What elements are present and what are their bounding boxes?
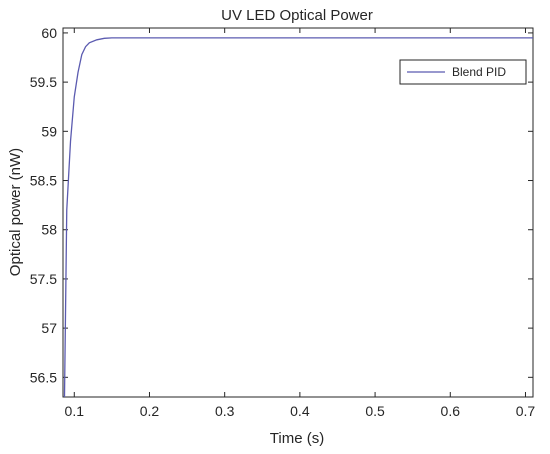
y-tick-label: 58	[41, 222, 57, 238]
x-tick-label: 0.3	[215, 403, 235, 419]
x-axis-label: Time (s)	[270, 430, 324, 447]
x-tick-label: 0.6	[441, 403, 461, 419]
series-layer	[63, 37, 533, 398]
x-tick-label: 0.2	[140, 403, 160, 419]
y-axis: 56.5 57 57.5 58 58.5 59 59.5 60	[30, 25, 533, 385]
plot-area	[62, 27, 534, 398]
y-tick-label: 58.5	[30, 173, 57, 189]
x-tick-label: 0.7	[516, 403, 536, 419]
y-tick-label: 59.5	[30, 74, 57, 90]
y-tick-label: 60	[41, 25, 57, 41]
legend-label-blend-pid: Blend PID	[452, 65, 506, 79]
chart-title: UV LED Optical Power	[221, 7, 373, 24]
x-tick-label: 0.5	[365, 403, 385, 419]
y-tick-label: 59	[41, 123, 57, 139]
legend: Blend PID	[399, 59, 527, 85]
y-axis-label: Optical power (nW)	[7, 148, 24, 276]
x-tick-label: 0.1	[65, 403, 85, 419]
x-axis: 0.1 0.2 0.3 0.4 0.5 0.6 0.7	[65, 28, 536, 419]
x-tick-label: 0.4	[290, 403, 310, 419]
y-tick-label: 57	[41, 320, 57, 336]
y-tick-label: 57.5	[30, 271, 57, 287]
y-tick-label: 56.5	[30, 369, 57, 385]
series-line-blend-pid	[63, 37, 533, 398]
